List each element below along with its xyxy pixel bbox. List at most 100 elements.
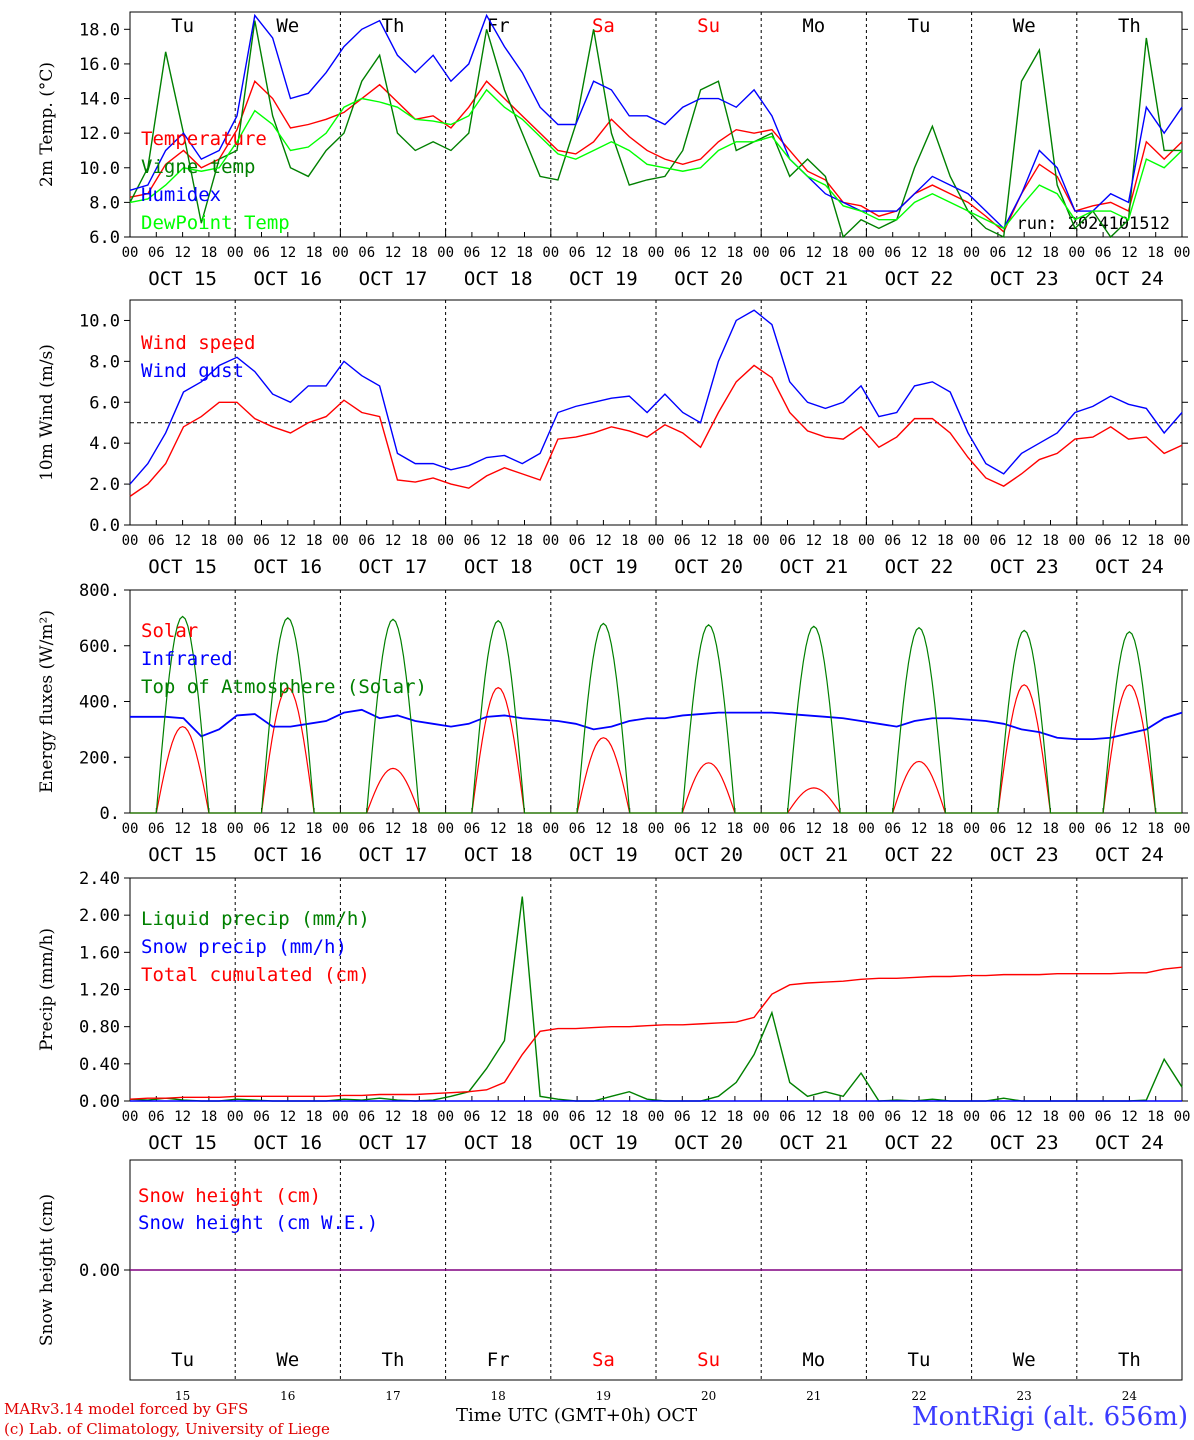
day-number-label: 18 <box>491 1389 506 1403</box>
x-hour-label: 18 <box>726 1109 743 1125</box>
legend-entry: Temperature <box>141 128 267 150</box>
day-name-label: Tu <box>908 1349 931 1371</box>
x-hour-label: 12 <box>595 821 612 837</box>
x-hour-label: 00 <box>542 821 559 837</box>
day-name-label: Fr <box>487 15 510 37</box>
x-hour-label: 12 <box>1121 821 1138 837</box>
x-hour-label: 12 <box>595 533 612 549</box>
y-tick-label: 800. <box>79 581 120 601</box>
y-tick-label: 6.0 <box>89 393 120 413</box>
x-hour-label: 00 <box>122 245 139 261</box>
panel-frame <box>129 589 1183 814</box>
x-hour-label: 12 <box>1121 245 1138 261</box>
legend-entry: Humidex <box>141 184 221 206</box>
x-hour-label: 00 <box>437 1109 454 1125</box>
x-axis-month-label: OCT <box>656 1405 698 1426</box>
x-hour-label: 00 <box>648 1109 665 1125</box>
x-hour-label: 00 <box>542 1109 559 1125</box>
series-line-dewpoint-temp <box>129 88 1183 230</box>
x-date-label: OCT 17 <box>359 1132 428 1154</box>
y-tick-label: 1.20 <box>79 981 120 1001</box>
x-hour-label: 06 <box>463 533 480 549</box>
day-name-label: We <box>1013 15 1036 37</box>
x-hour-label: 12 <box>279 1109 296 1125</box>
y-tick-label: 18.0 <box>79 20 120 40</box>
x-date-label: OCT 23 <box>990 556 1059 578</box>
x-hour-label: 18 <box>1147 1109 1164 1125</box>
x-date-label: OCT 19 <box>569 268 638 290</box>
x-hour-label: 06 <box>253 1109 270 1125</box>
x-hour-label: 06 <box>884 1109 901 1125</box>
x-hour-label: 18 <box>516 1109 533 1125</box>
day-name-label: Th <box>1118 15 1141 37</box>
x-hour-label: 18 <box>1147 821 1164 837</box>
x-hour-label: 12 <box>174 1109 191 1125</box>
x-date-label: OCT 20 <box>674 556 743 578</box>
day-number-label: 17 <box>385 1389 400 1403</box>
x-hour-label: 06 <box>463 245 480 261</box>
x-hour-label: 00 <box>542 245 559 261</box>
x-hour-label: 06 <box>358 821 375 837</box>
x-hour-label: 00 <box>963 821 980 837</box>
x-date-label: OCT 17 <box>359 556 428 578</box>
x-hour-label: 12 <box>700 245 717 261</box>
x-hour-label: 12 <box>700 1109 717 1125</box>
x-hour-label: 12 <box>911 245 928 261</box>
x-hour-label: 12 <box>1121 533 1138 549</box>
x-hour-label: 18 <box>1147 533 1164 549</box>
x-hour-label: 06 <box>884 533 901 549</box>
day-name-label: Th <box>382 15 405 37</box>
x-hour-label: 00 <box>332 1109 349 1125</box>
x-hour-label: 18 <box>1042 245 1059 261</box>
x-hour-label: 06 <box>884 245 901 261</box>
x-hour-label: 06 <box>674 821 691 837</box>
legend-entry: Top of Atmosphere (Solar) <box>141 676 427 698</box>
x-hour-label: 12 <box>595 245 612 261</box>
x-hour-label: 06 <box>779 245 796 261</box>
x-hour-label: 06 <box>884 821 901 837</box>
x-hour-label: 12 <box>805 821 822 837</box>
day-name-label: Su <box>697 1349 720 1371</box>
series-line-wind-speed <box>129 364 1183 497</box>
x-hour-label: 18 <box>200 821 217 837</box>
series-line-total-cumulated-cm- <box>129 966 1183 1100</box>
x-hour-label: 06 <box>1095 245 1112 261</box>
series-line-humidex <box>129 13 1183 230</box>
x-hour-label: 00 <box>753 245 770 261</box>
x-hour-label: 06 <box>253 821 270 837</box>
legend-entry: Solar <box>141 620 198 642</box>
y-tick-label: 2.0 <box>89 475 120 495</box>
x-hour-label: 18 <box>937 1109 954 1125</box>
x-hour-label: 06 <box>989 821 1006 837</box>
x-hour-label: 18 <box>306 1109 323 1125</box>
y-tick-label: 10.0 <box>79 311 120 331</box>
panel-frame <box>129 299 1183 526</box>
x-hour-label: 00 <box>227 1109 244 1125</box>
x-hour-label: 12 <box>174 245 191 261</box>
day-name-label: We <box>276 15 299 37</box>
x-hour-label: 18 <box>200 533 217 549</box>
day-name-label: We <box>1013 1349 1036 1371</box>
y-tick-label: 8.0 <box>89 193 120 213</box>
x-hour-label: 06 <box>779 821 796 837</box>
x-hour-label: 12 <box>911 533 928 549</box>
x-date-label: OCT 21 <box>779 1132 848 1154</box>
x-hour-label: 12 <box>1016 533 1033 549</box>
x-hour-label: 18 <box>621 821 638 837</box>
x-hour-label: 18 <box>1042 821 1059 837</box>
x-hour-label: 12 <box>1016 245 1033 261</box>
x-hour-label: 18 <box>200 1109 217 1125</box>
x-date-label: OCT 24 <box>1095 268 1164 290</box>
x-hour-label: 00 <box>753 533 770 549</box>
x-hour-label: 00 <box>437 245 454 261</box>
x-date-label: OCT 18 <box>464 844 533 866</box>
x-hour-label: 12 <box>174 821 191 837</box>
day-name-label: Sa <box>592 15 615 37</box>
x-hour-label: 06 <box>253 533 270 549</box>
legend-entry: Wind speed <box>141 332 255 354</box>
x-hour-label: 18 <box>621 1109 638 1125</box>
y-axis-label: Snow height (cm) <box>37 1194 57 1346</box>
y-tick-label: 0.0 <box>89 516 120 536</box>
x-date-label: OCT 21 <box>779 268 848 290</box>
y-tick-label: 8.0 <box>89 352 120 372</box>
